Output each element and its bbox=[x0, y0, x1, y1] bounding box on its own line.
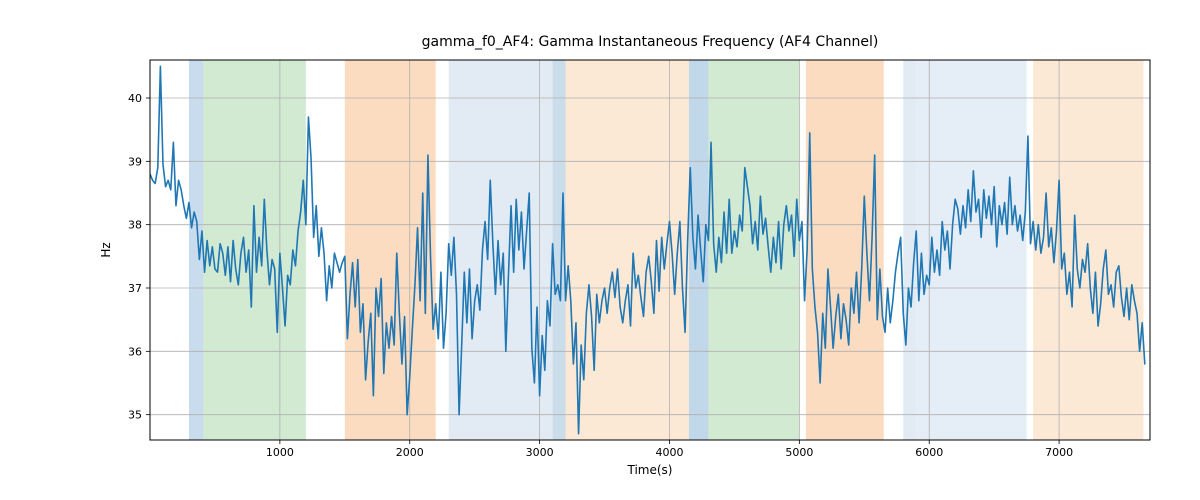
x-axis-label: Time(s) bbox=[627, 463, 673, 477]
highlight-band bbox=[449, 60, 553, 440]
x-tick-label: 4000 bbox=[655, 446, 683, 459]
y-axis-label: Hz bbox=[99, 242, 113, 257]
highlight-band bbox=[689, 60, 708, 440]
y-tick-label: 37 bbox=[128, 282, 142, 295]
highlight-band bbox=[203, 60, 306, 440]
x-tick-label: 5000 bbox=[785, 446, 813, 459]
x-tick-label: 6000 bbox=[915, 446, 943, 459]
chart-container: 1000 2000 3000 4000 5000 6000 7000 35 36 37 38 39 40… bbox=[0, 0, 1200, 500]
y-tick-label: 35 bbox=[128, 409, 142, 422]
y-tick-label: 40 bbox=[128, 92, 142, 105]
chart-svg: 1000 2000 3000 4000 5000 6000 7000 35 36 37 38 39 40… bbox=[0, 0, 1200, 500]
y-tick-label: 36 bbox=[128, 345, 142, 358]
plot-area bbox=[150, 60, 1150, 440]
highlight-band bbox=[566, 60, 689, 440]
x-tick-label: 7000 bbox=[1045, 446, 1073, 459]
y-tick-label: 38 bbox=[128, 219, 142, 232]
x-tick-label: 1000 bbox=[266, 446, 294, 459]
y-tick-label: 39 bbox=[128, 155, 142, 168]
x-tick-label: 2000 bbox=[396, 446, 424, 459]
chart-title: gamma_f0_AF4: Gamma Instantaneous Freque… bbox=[422, 34, 879, 50]
highlight-band bbox=[189, 60, 203, 440]
x-tick-label: 3000 bbox=[526, 446, 554, 459]
